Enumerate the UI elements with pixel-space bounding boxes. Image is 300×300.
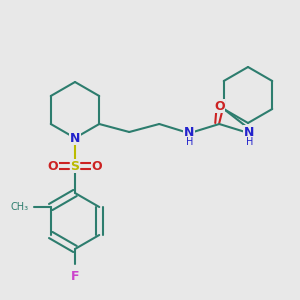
- Text: CH₃: CH₃: [11, 202, 29, 212]
- Text: O: O: [92, 160, 102, 172]
- Text: S: S: [70, 160, 80, 172]
- Text: H: H: [186, 137, 193, 147]
- Text: O: O: [214, 100, 225, 112]
- Text: F: F: [71, 270, 79, 283]
- Text: N: N: [244, 125, 254, 139]
- Text: N: N: [184, 125, 194, 139]
- Text: O: O: [48, 160, 58, 172]
- Text: N: N: [70, 131, 80, 145]
- Text: H: H: [246, 137, 253, 147]
